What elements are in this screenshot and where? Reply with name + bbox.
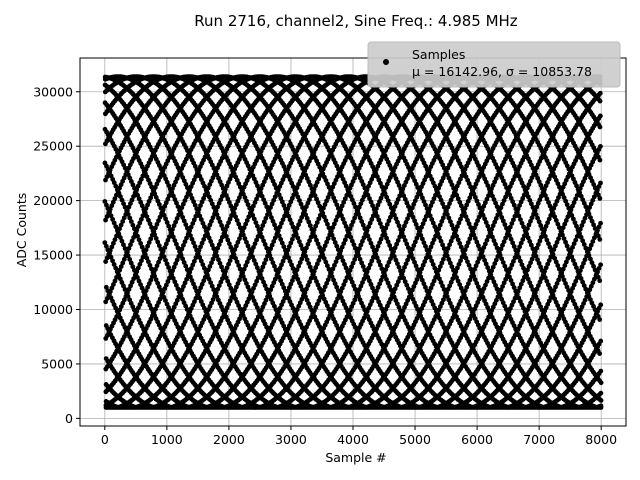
data-point xyxy=(116,231,122,237)
data-point xyxy=(111,262,117,267)
data-point xyxy=(108,254,114,260)
data-point xyxy=(129,238,135,244)
data-point xyxy=(127,215,133,221)
data-point xyxy=(137,261,143,267)
data-point xyxy=(128,219,134,224)
data-point xyxy=(122,246,128,251)
data-point xyxy=(120,219,126,224)
data-point xyxy=(121,215,127,221)
chart-title: Run 2716, channel2, Sine Freq.: 4.985 MH… xyxy=(194,12,518,30)
data-point xyxy=(118,222,124,228)
data-point xyxy=(110,216,116,222)
data-point xyxy=(119,238,125,244)
data-point xyxy=(111,220,117,226)
data-point xyxy=(110,258,115,264)
data-point xyxy=(138,241,144,246)
data-point xyxy=(131,235,137,240)
data-point xyxy=(134,269,140,274)
data-point xyxy=(135,233,140,239)
data-point xyxy=(125,249,130,255)
data-point xyxy=(103,217,108,223)
data-point xyxy=(130,264,136,270)
data-point xyxy=(125,253,131,259)
data-point xyxy=(110,240,116,246)
data-point xyxy=(128,260,134,266)
data-point xyxy=(137,220,143,226)
data-point xyxy=(135,265,141,271)
data-point xyxy=(104,214,110,219)
data-point xyxy=(127,257,133,262)
data-point xyxy=(124,208,130,214)
data-point xyxy=(107,248,113,254)
data-point xyxy=(108,213,114,219)
data-point xyxy=(117,226,122,232)
data-point xyxy=(103,259,109,264)
data-point xyxy=(135,224,141,229)
data-point xyxy=(118,264,124,269)
data-point xyxy=(134,227,140,233)
data-point xyxy=(121,242,126,248)
data-point xyxy=(125,211,131,217)
data-point xyxy=(120,260,126,266)
data-point xyxy=(136,237,142,243)
data-point xyxy=(102,240,108,246)
data-point xyxy=(139,258,144,264)
data-point xyxy=(121,256,127,262)
data-point xyxy=(113,224,119,230)
data-point xyxy=(130,222,136,228)
data-point xyxy=(112,237,118,243)
data-point xyxy=(109,244,115,250)
data-point xyxy=(117,235,123,240)
data-point xyxy=(104,255,110,261)
data-point xyxy=(138,216,144,222)
data-point xyxy=(128,242,133,248)
data-point xyxy=(113,265,119,271)
data-point xyxy=(103,243,109,249)
data-point xyxy=(117,267,123,273)
data-point xyxy=(126,246,132,251)
